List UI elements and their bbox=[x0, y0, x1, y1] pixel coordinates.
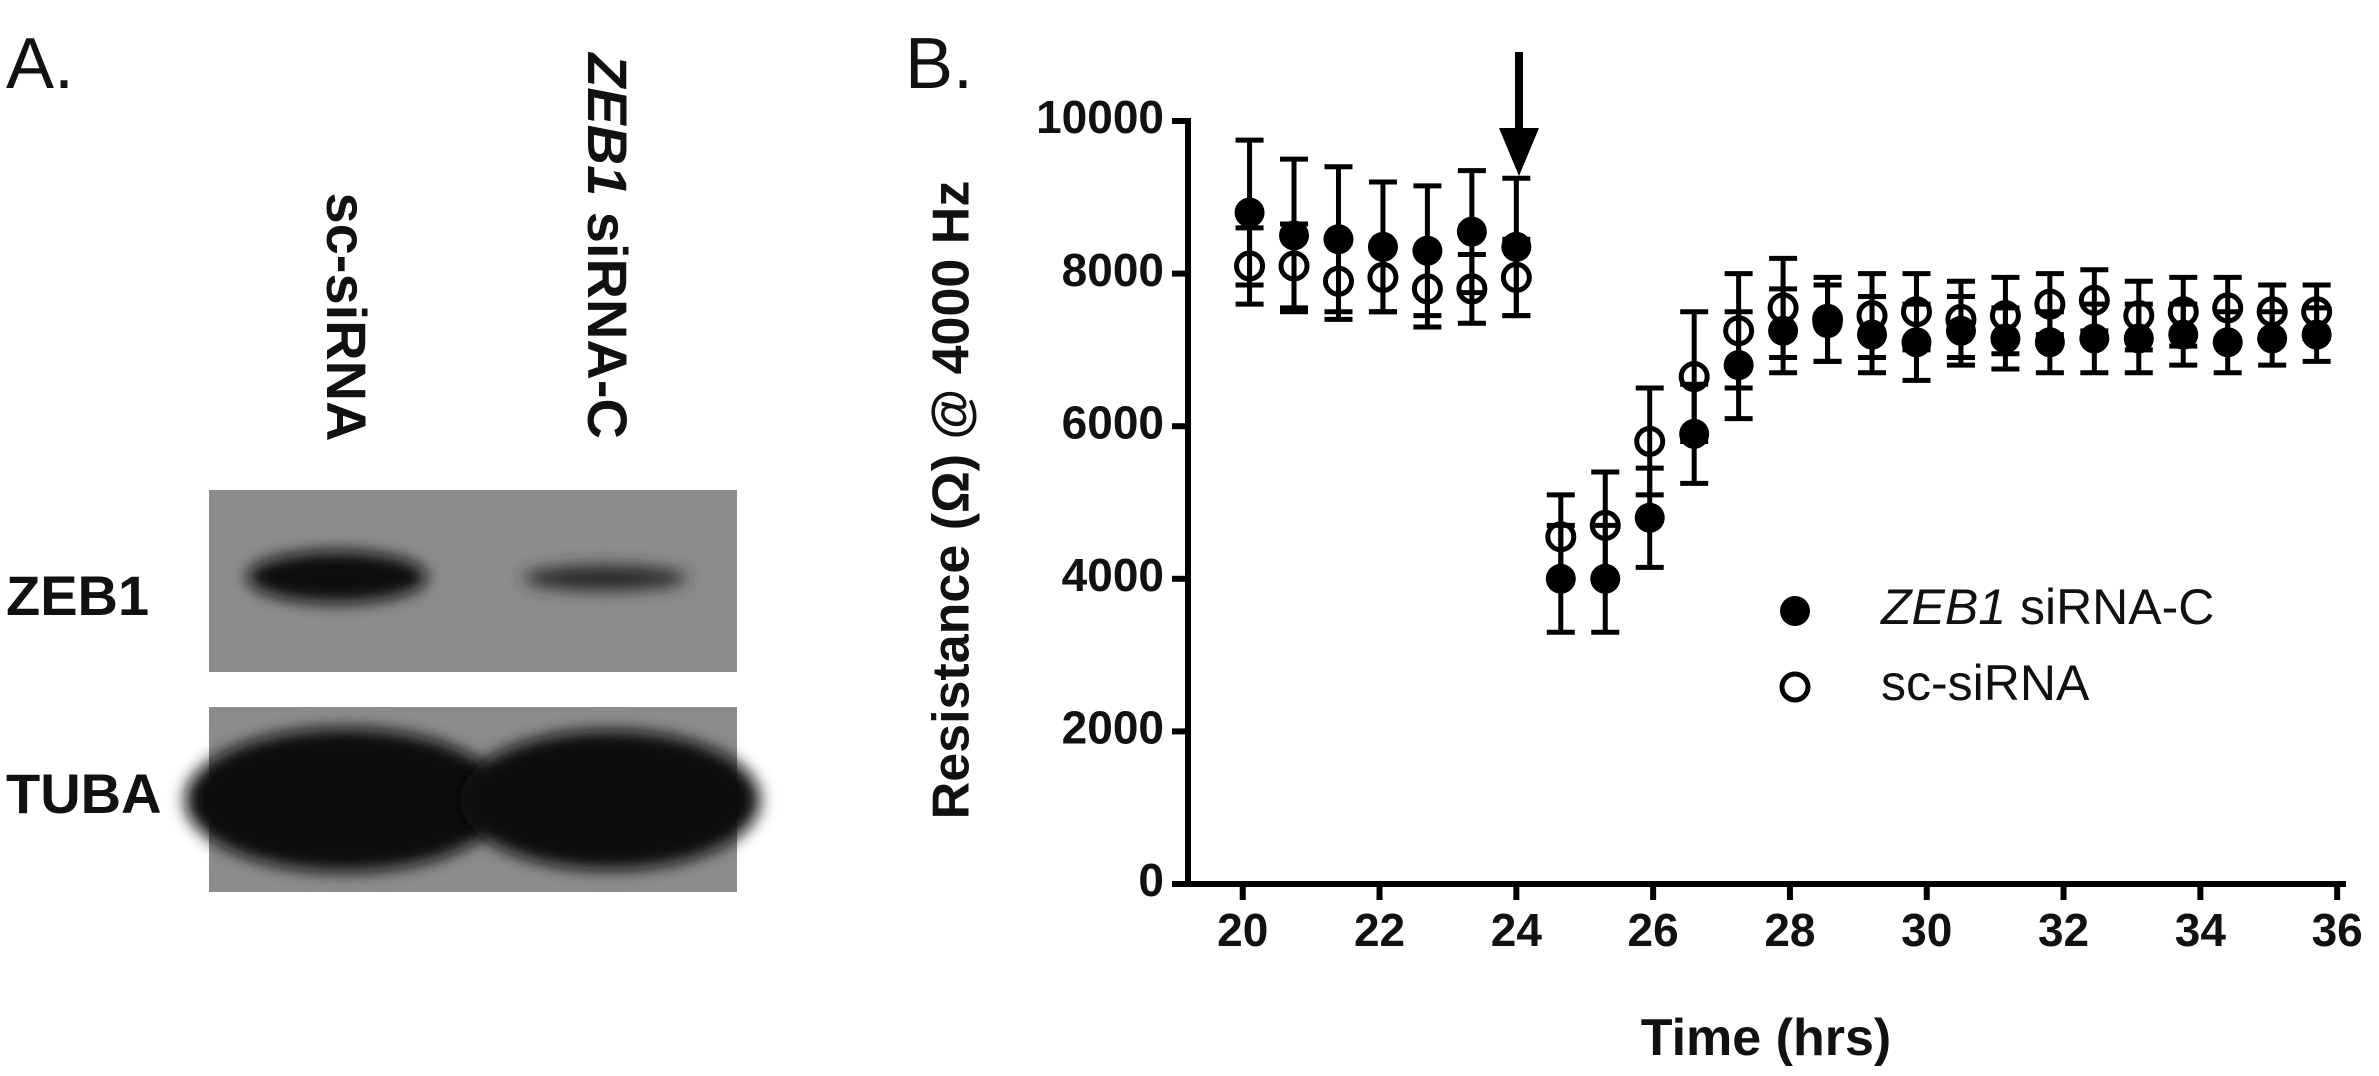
point bbox=[1545, 563, 1576, 594]
lane-label: sc-siRNA bbox=[315, 193, 378, 442]
error-bar bbox=[1457, 252, 1486, 326]
legend-marker bbox=[1780, 596, 1810, 626]
x-tick-label: 28 bbox=[1764, 904, 1815, 956]
point bbox=[1901, 327, 1932, 358]
point bbox=[1589, 509, 1621, 541]
point bbox=[1412, 235, 1443, 266]
point bbox=[2168, 319, 2199, 350]
point bbox=[1945, 303, 1977, 335]
point bbox=[2256, 296, 2288, 328]
point bbox=[1234, 250, 1266, 282]
arrow bbox=[1499, 52, 1539, 176]
point bbox=[1501, 231, 1532, 262]
point bbox=[2079, 323, 2110, 354]
plot: 0 2000 4000 6000 8000 10000 20 22 24 26 28 30 32 34 36 bbox=[1036, 91, 2363, 956]
blot-zeb1 bbox=[209, 490, 737, 672]
point bbox=[1278, 250, 1310, 282]
point bbox=[1812, 303, 1844, 335]
x-tick-label: 26 bbox=[1628, 904, 1679, 956]
blot-tuba bbox=[185, 707, 760, 892]
point bbox=[1323, 224, 1354, 255]
point bbox=[1679, 418, 1710, 449]
point bbox=[1723, 315, 1755, 347]
point bbox=[1768, 315, 1799, 346]
point bbox=[1989, 300, 2021, 332]
legend: ZEB1 siRNA-C sc-siRNA bbox=[1779, 579, 2214, 711]
legend-label: ZEB1 siRNA-C bbox=[1880, 579, 2214, 635]
point bbox=[1634, 502, 1665, 533]
point bbox=[1411, 273, 1443, 305]
point bbox=[2123, 323, 2154, 354]
point bbox=[1634, 425, 1666, 457]
x-tick-label: 24 bbox=[1491, 904, 1543, 956]
point bbox=[2301, 319, 2332, 350]
y-tick-label: 8000 bbox=[1062, 244, 1164, 296]
point bbox=[1279, 220, 1310, 251]
point bbox=[2034, 327, 2065, 358]
point bbox=[1767, 292, 1799, 324]
point bbox=[1856, 300, 1888, 332]
point bbox=[2167, 296, 2199, 328]
error-bar bbox=[1235, 225, 1264, 307]
y-tick-label: 0 bbox=[1138, 854, 1164, 906]
point bbox=[2257, 323, 2288, 354]
x-axis-title: Time (hrs) bbox=[1641, 1009, 1891, 1067]
legend-label: sc-siRNA bbox=[1881, 655, 2090, 711]
x-tick-label: 22 bbox=[1354, 904, 1405, 956]
y-tick-label: 4000 bbox=[1062, 549, 1164, 601]
y-axis-title: Resistance (Ω) @ 4000 Hz bbox=[923, 181, 981, 820]
point bbox=[1456, 273, 1488, 305]
point bbox=[1900, 296, 1932, 328]
x-tick-label: 34 bbox=[2175, 904, 2227, 956]
legend-marker bbox=[1779, 671, 1811, 703]
point bbox=[1590, 563, 1621, 594]
point bbox=[2301, 296, 2333, 328]
point bbox=[1367, 231, 1398, 262]
y-tick-label: 2000 bbox=[1062, 702, 1164, 754]
y-tick-label: 6000 bbox=[1062, 396, 1164, 448]
point bbox=[2078, 284, 2110, 316]
point bbox=[2212, 292, 2244, 324]
point bbox=[1500, 261, 1532, 293]
row-label: ZEB1 bbox=[6, 564, 149, 627]
point bbox=[2212, 327, 2243, 358]
point bbox=[1456, 216, 1487, 247]
x-tick-label: 20 bbox=[1217, 904, 1268, 956]
point bbox=[1723, 350, 1754, 381]
point bbox=[1678, 361, 1710, 393]
point bbox=[1367, 261, 1399, 293]
point bbox=[1234, 197, 1265, 228]
point bbox=[2034, 288, 2066, 320]
y-tick-label: 10000 bbox=[1036, 91, 1164, 143]
lane-label: ZEB1 siRNA-C bbox=[576, 51, 639, 439]
point bbox=[1990, 323, 2021, 354]
point bbox=[2123, 300, 2155, 332]
row-label: TUBA bbox=[6, 762, 162, 825]
panel-label: A. bbox=[6, 24, 74, 104]
panel-label: B. bbox=[905, 24, 973, 104]
point bbox=[1545, 521, 1577, 553]
point bbox=[1322, 265, 1354, 297]
error-bar bbox=[1635, 385, 1664, 498]
x-tick-label: 30 bbox=[1901, 904, 1952, 956]
x-tick-label: 32 bbox=[2038, 904, 2089, 956]
x-tick-label: 36 bbox=[2312, 904, 2363, 956]
